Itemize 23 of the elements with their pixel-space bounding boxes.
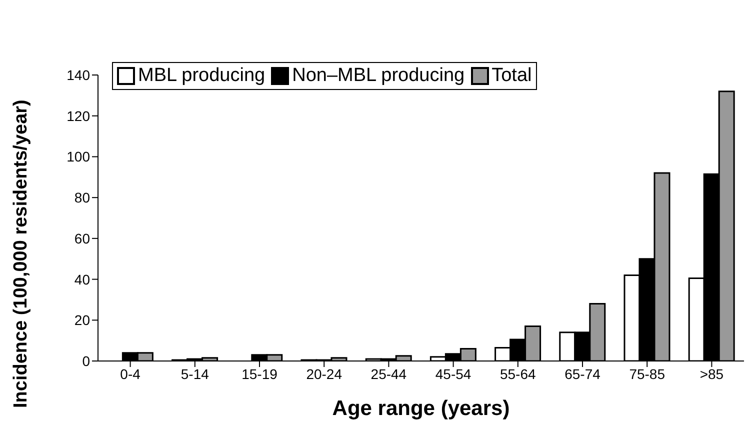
y-tick-label: 100 bbox=[66, 148, 90, 165]
legend-label: MBL producing bbox=[138, 65, 266, 87]
x-tick-label: 0-4 bbox=[120, 366, 141, 382]
x-tick-label: 15-19 bbox=[242, 366, 278, 382]
y-tick-label: 0 bbox=[82, 352, 90, 369]
x-axis-title: Age range (years) bbox=[332, 397, 510, 420]
y-tick-label: 40 bbox=[74, 271, 90, 288]
y-tick-label: 60 bbox=[74, 230, 90, 246]
x-tick-label: 65-74 bbox=[564, 366, 601, 382]
x-tick-label: 55-64 bbox=[500, 366, 536, 382]
y-tick-label: 20 bbox=[74, 312, 90, 328]
y-axis-title: Incidence (100,000 residents/year) bbox=[10, 100, 32, 408]
x-tick-label: 75-85 bbox=[629, 366, 666, 382]
x-tick-label: 5-14 bbox=[180, 366, 210, 382]
y-tick-label: 80 bbox=[74, 190, 90, 206]
x-tick-label: 45-54 bbox=[435, 366, 472, 382]
legend-label: Total bbox=[492, 65, 532, 87]
x-tick-label: 20-24 bbox=[306, 366, 342, 382]
y-tick-label: 140 bbox=[66, 66, 90, 83]
y-tick-label: 120 bbox=[66, 108, 90, 124]
legend-label: Non–MBL producing bbox=[292, 65, 465, 87]
x-tick-label: 25-44 bbox=[370, 366, 407, 382]
x-tick-label: >85 bbox=[700, 366, 724, 382]
